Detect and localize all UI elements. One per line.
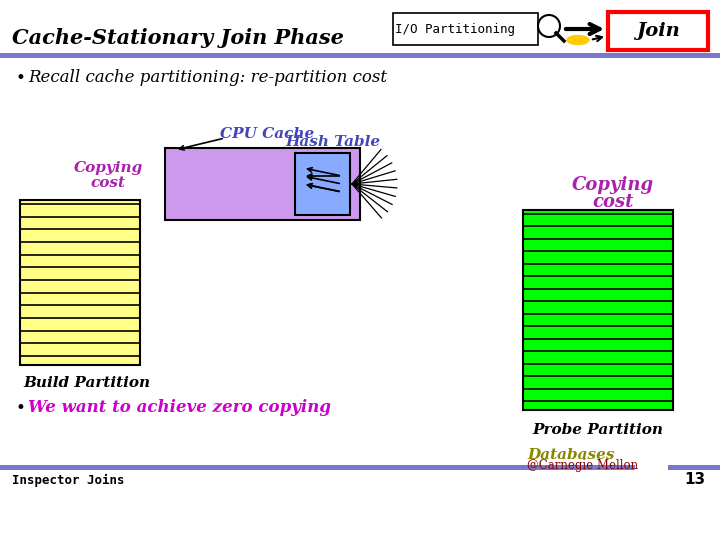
- Circle shape: [538, 15, 560, 37]
- FancyBboxPatch shape: [608, 12, 708, 50]
- Text: 13: 13: [684, 472, 705, 488]
- Bar: [523, 210, 673, 410]
- Text: Build Partition: Build Partition: [23, 376, 150, 390]
- Bar: [295, 153, 350, 215]
- Text: Recall cache partitioning: re-partition cost: Recall cache partitioning: re-partition …: [28, 70, 387, 86]
- Bar: [20, 200, 140, 365]
- Ellipse shape: [567, 36, 589, 44]
- Text: cost: cost: [593, 193, 634, 211]
- Text: Hash Table: Hash Table: [285, 135, 380, 149]
- Text: @Carnegie Mellon: @Carnegie Mellon: [527, 458, 638, 471]
- Bar: [0, 53, 720, 58]
- Text: CPU Cache: CPU Cache: [220, 127, 314, 141]
- Text: •: •: [15, 69, 25, 87]
- Text: Join: Join: [636, 22, 680, 40]
- Text: Copying: Copying: [572, 176, 654, 194]
- Text: •: •: [15, 399, 25, 417]
- Text: I/O Partitioning: I/O Partitioning: [395, 23, 515, 36]
- Bar: [0, 465, 635, 470]
- FancyBboxPatch shape: [393, 13, 538, 45]
- Text: Cache-Stationary Join Phase: Cache-Stationary Join Phase: [12, 28, 344, 48]
- Text: Databases: Databases: [527, 448, 614, 462]
- Text: Probe Partition: Probe Partition: [533, 423, 664, 437]
- Text: We want to achieve zero copying: We want to achieve zero copying: [28, 400, 331, 416]
- Text: Copying: Copying: [73, 161, 143, 175]
- Bar: [668, 465, 720, 470]
- Text: cost: cost: [91, 176, 125, 190]
- Bar: [165, 148, 360, 220]
- Text: Inspector Joins: Inspector Joins: [12, 474, 125, 487]
